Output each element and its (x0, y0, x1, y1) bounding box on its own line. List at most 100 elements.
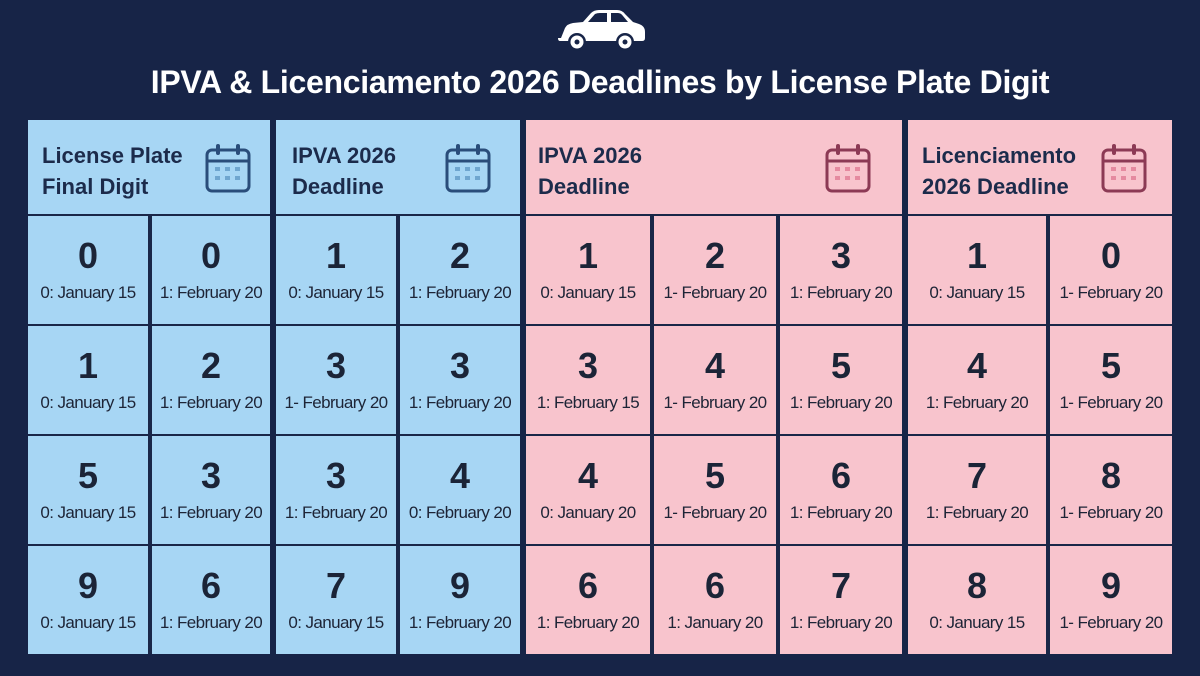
table-cell: 3 1: February 20 (780, 214, 902, 322)
table-cell: 5 1- February 20 (654, 434, 776, 542)
deadline-date: 1: February 20 (789, 393, 893, 412)
ipva-pink-header: IPVA 2026 Deadline (526, 120, 902, 214)
table-cell: 6 1: January 20 (654, 544, 776, 652)
plate-digit: 3 (325, 455, 347, 496)
page-title: IPVA & Licenciamento 2026 Deadlines by L… (150, 64, 1050, 100)
header-line-2: Deadline (292, 174, 384, 199)
plate-digit: 0 (77, 235, 99, 276)
deadline-date: 0: January 15 (40, 613, 136, 632)
table-cell: 5 1: February 20 (780, 324, 902, 432)
plate-digit: 9 (1100, 565, 1122, 606)
table-cell: 6 1: February 20 (780, 434, 902, 542)
deadline-date: 1- February 20 (663, 283, 767, 302)
table-cell: 9 1- February 20 (1050, 544, 1172, 652)
column-divider (396, 214, 400, 654)
deadline-date: 1: February 20 (284, 503, 388, 522)
deadline-date: 1- February 20 (284, 393, 388, 412)
plate-digit: 6 (830, 455, 852, 496)
plate-digit: 3 (830, 235, 852, 276)
plate-digit: 9 (449, 565, 471, 606)
plate-digit: 1 (577, 235, 599, 276)
table-cell: 3 1: February 20 (276, 434, 396, 542)
plate-digit: 6 (200, 565, 222, 606)
plate-digit: 4 (966, 345, 988, 386)
table-cell: 8 0: January 15 (908, 544, 1046, 652)
header-line-1: Licenciamento (922, 143, 1077, 168)
table-cell: 2 1: February 20 (152, 324, 270, 432)
table-cell: 4 0: January 20 (526, 434, 650, 542)
deadline-date: 0: January 15 (40, 283, 136, 302)
deadline-date: 1: February 20 (408, 393, 512, 412)
column-divider (650, 214, 654, 654)
deadline-date: 1- February 20 (1059, 283, 1163, 302)
deadline-date: 0: January 15 (929, 613, 1025, 632)
plate-digit: 0 (200, 235, 222, 276)
plate-digit: 6 (577, 565, 599, 606)
table-cell: 6 1: February 20 (526, 544, 650, 652)
table-cell: 1 0: January 15 (28, 324, 148, 432)
table-cell: 1 0: January 15 (276, 214, 396, 322)
table-cell: 0 1: February 20 (152, 214, 270, 322)
header-line-2: Deadline (538, 174, 630, 199)
table-cell: 3 1: February 15 (526, 324, 650, 432)
table-cell: 6 1: February 20 (152, 544, 270, 652)
deadline-date: 1: February 20 (789, 503, 893, 522)
deadline-date: 0: January 15 (929, 283, 1025, 302)
deadline-date: 1- February 20 (1059, 503, 1163, 522)
deadline-date: 1: January 20 (667, 613, 763, 632)
deadline-date: 0: February 20 (408, 503, 512, 522)
table-cell: 3 1: February 20 (152, 434, 270, 542)
plate-digit: 8 (1100, 455, 1122, 496)
deadline-date: 1: February 20 (159, 283, 263, 302)
deadline-date: 1: February 20 (789, 283, 893, 302)
table-cell: 7 1: February 20 (780, 544, 902, 652)
plate-digit: 1 (77, 345, 99, 386)
deadline-date: 1: February 15 (536, 393, 640, 412)
deadline-date: 1: February 20 (925, 393, 1029, 412)
plate-digit: 3 (449, 345, 471, 386)
deadline-date: 1: February 20 (925, 503, 1029, 522)
plate-digit: 3 (200, 455, 222, 496)
deadline-date: 1: February 20 (159, 613, 263, 632)
column-divider (148, 214, 152, 654)
deadline-date: 0: January 15 (40, 503, 136, 522)
table-cell: 0 1- February 20 (1050, 214, 1172, 322)
table-cell: 5 0: January 15 (28, 434, 148, 542)
plate-digit: 0 (1100, 235, 1122, 276)
plate-digit: 2 (449, 235, 471, 276)
deadline-date: 0: January 15 (288, 283, 384, 302)
deadline-date: 1: February 20 (159, 503, 263, 522)
header-line-1: IPVA 2026 (292, 143, 396, 168)
plate-digit: 5 (77, 455, 99, 496)
header-line-2: Final Digit (42, 174, 149, 199)
plate-digit: 4 (449, 455, 471, 496)
licenciamento-header: Licenciamento 2026 Deadline (908, 120, 1172, 214)
table-cell: 0 0: January 15 (28, 214, 148, 322)
table-cell: 1 0: January 15 (526, 214, 650, 322)
table-cell: 3 1: February 20 (400, 324, 520, 432)
deadline-date: 1: February 20 (408, 613, 512, 632)
table-cell: 1 0: January 15 (908, 214, 1046, 322)
table-cell: 3 1- February 20 (276, 324, 396, 432)
plate-digit: 7 (966, 455, 988, 496)
plate-digit: 5 (704, 455, 726, 496)
column-divider (776, 214, 780, 654)
plate-digit: 5 (830, 345, 852, 386)
deadline-date: 1- February 20 (1059, 613, 1163, 632)
table-cell: 5 1- February 20 (1050, 324, 1172, 432)
table-cell: 2 1: February 20 (400, 214, 520, 322)
table-cell: 8 1- February 20 (1050, 434, 1172, 542)
deadline-date: 1: February 20 (536, 613, 640, 632)
plate-digit: 1 (966, 235, 988, 276)
deadline-date: 1- February 20 (1059, 393, 1163, 412)
plate-digit: 3 (325, 345, 347, 386)
deadline-date: 0: January 20 (540, 503, 636, 522)
calendar-icon (205, 144, 251, 193)
calendar-icon (1101, 144, 1147, 193)
table-cell: 7 0: January 15 (276, 544, 396, 652)
header-line-1: IPVA 2026 (538, 143, 642, 168)
plate-digit: 7 (325, 565, 347, 606)
deadline-date: 0: January 15 (40, 393, 136, 412)
deadline-date: 1: February 20 (159, 393, 263, 412)
deadline-date: 1- February 20 (663, 393, 767, 412)
